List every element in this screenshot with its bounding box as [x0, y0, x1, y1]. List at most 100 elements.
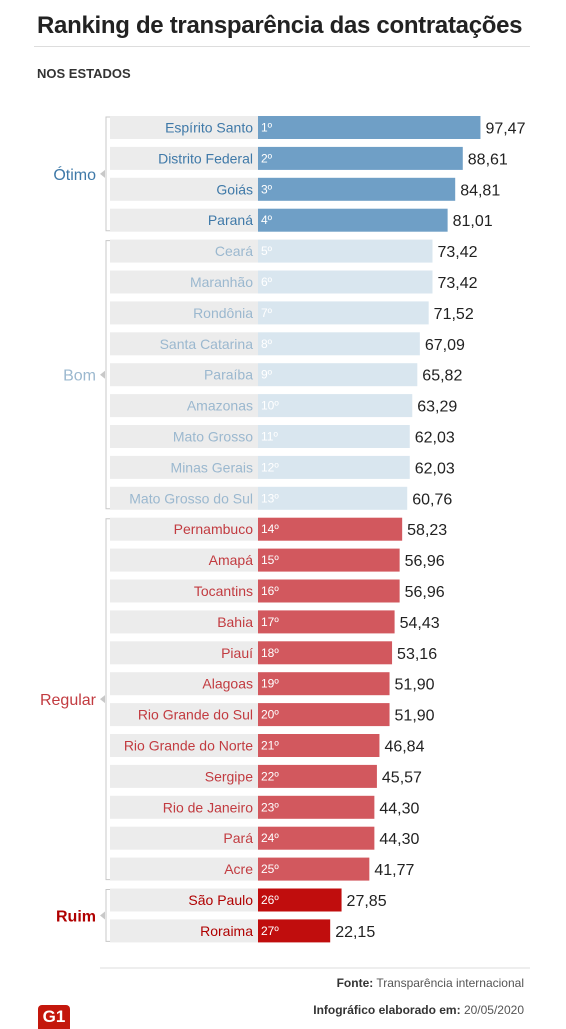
value-label: 45,57 [382, 769, 422, 786]
rank-badge [258, 486, 286, 510]
bar [286, 177, 456, 201]
rank-badge [258, 703, 286, 727]
row-background [110, 116, 258, 139]
value-label: 81,01 [453, 213, 493, 230]
rank-badge [258, 270, 286, 294]
rank-badge [258, 116, 286, 139]
group-label: Bom [63, 368, 96, 385]
rank-label: 21º [261, 739, 279, 753]
state-label: Acre [224, 861, 253, 877]
value-label: 97,47 [485, 121, 525, 138]
bar [286, 301, 429, 325]
rank-badge [258, 301, 286, 325]
state-label: Rio Grande do Norte [124, 738, 253, 754]
rank-badge [258, 208, 286, 232]
row-background [110, 610, 258, 634]
value-label: 62,03 [415, 460, 455, 477]
chart-subtitle: NOS ESTADOS [37, 66, 131, 81]
row-background [110, 579, 258, 603]
row-background [110, 208, 258, 232]
rank-label: 27º [261, 924, 279, 938]
row-background [110, 734, 258, 757]
rank-label: 15º [261, 553, 279, 567]
rank-badge [258, 394, 286, 418]
state-label: Paraná [208, 212, 253, 228]
value-label: 41,77 [374, 862, 414, 879]
value-label: 51,90 [395, 677, 435, 694]
rank-label: 10º [261, 399, 279, 413]
row-background [110, 270, 258, 294]
state-label: Alagoas [202, 676, 253, 692]
value-label: 88,61 [468, 151, 508, 168]
row-background [110, 425, 258, 448]
group-bracket [105, 240, 110, 510]
row-background [110, 857, 258, 881]
rank-badge [258, 826, 286, 850]
row-background [110, 177, 258, 201]
value-label: 56,96 [405, 553, 445, 570]
state-label: Minas Gerais [171, 459, 253, 475]
row-background [110, 826, 258, 850]
rank-label: 16º [261, 584, 279, 598]
source-value: Transparência internacional [376, 976, 524, 990]
bar [286, 270, 433, 294]
bar [286, 579, 400, 603]
row-background [110, 301, 258, 325]
g1-logo: G1 [38, 1005, 70, 1029]
bar [286, 239, 433, 263]
group-label: Ruim [56, 908, 96, 925]
value-label: 44,30 [379, 831, 419, 848]
bar [286, 394, 413, 418]
rank-badge [258, 764, 286, 788]
row-background [110, 517, 258, 541]
bar [286, 425, 410, 448]
credit-line: Infográfico elaborado em: 20/05/2020 [313, 1003, 524, 1017]
value-label: 65,82 [422, 368, 462, 385]
rank-badge [258, 177, 286, 201]
value-label: 54,43 [400, 615, 440, 632]
rank-badge [258, 425, 286, 448]
rank-badge [258, 641, 286, 665]
chart-title: Ranking de transparência das contrataçõe… [37, 12, 523, 39]
rank-label: 6º [261, 275, 273, 289]
rank-badge [258, 857, 286, 881]
value-label: 71,52 [434, 306, 474, 323]
value-label: 84,81 [460, 182, 500, 199]
credit-value: 20/05/2020 [463, 1003, 524, 1017]
group-label: Regular [40, 692, 97, 709]
rank-label: 11º [261, 430, 278, 444]
state-label: Amapá [209, 552, 254, 568]
rank-badge [258, 610, 286, 634]
state-label: Mato Grosso [173, 429, 253, 445]
bar [286, 517, 403, 541]
bracket-arrow [100, 370, 105, 379]
state-label: Ceará [215, 243, 253, 259]
row-background [110, 363, 258, 387]
rank-label: 5º [261, 244, 273, 258]
bar [286, 764, 377, 788]
state-label: Bahia [217, 614, 253, 630]
row-background [110, 394, 258, 418]
row-background [110, 703, 258, 727]
row-background [110, 641, 258, 665]
value-label: 63,29 [417, 399, 457, 416]
bar [286, 795, 375, 819]
bar [286, 363, 418, 387]
rank-badge [258, 672, 286, 696]
row-background [110, 455, 258, 479]
state-label: Rio Grande do Sul [138, 707, 253, 723]
rank-badge [258, 146, 286, 170]
rank-label: 22º [261, 769, 279, 783]
bar [286, 888, 342, 912]
row-background [110, 146, 258, 170]
bar [286, 857, 370, 881]
row-background [110, 486, 258, 510]
rank-badge [258, 363, 286, 387]
bar [286, 672, 390, 696]
state-label: Sergipe [205, 768, 253, 784]
bar [286, 486, 408, 510]
state-label: Espírito Santo [165, 120, 253, 136]
rank-label: 17º [261, 615, 279, 629]
bracket-arrow [100, 695, 105, 704]
rank-badge [258, 888, 286, 912]
